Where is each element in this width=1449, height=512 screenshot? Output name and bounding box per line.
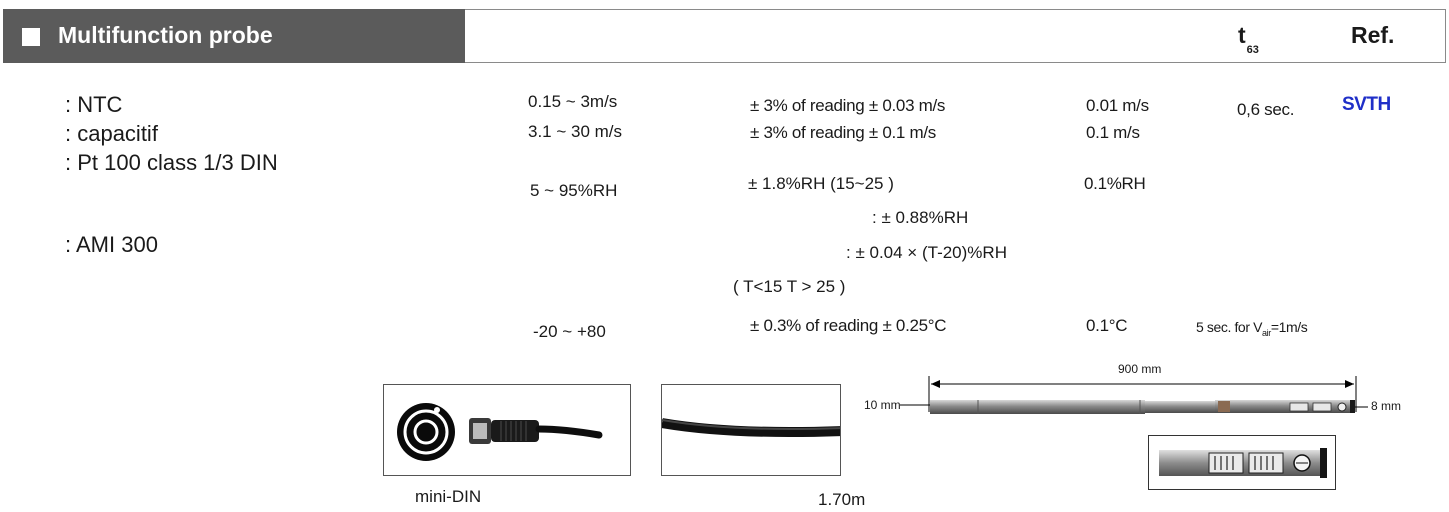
probe-length-label: 900 mm (1118, 362, 1162, 376)
probe-drawing (900, 376, 1368, 414)
probe-detail-photo (1148, 435, 1336, 490)
sensor-temperature: : Pt 100 class 1/3 DIN (65, 150, 278, 175)
probe-tip-icon (1159, 448, 1327, 478)
section-title: Multifunction probe (58, 22, 273, 48)
header-title-bar (3, 9, 465, 63)
connector-caption: mini-DIN (415, 487, 482, 506)
cable-icon (662, 418, 840, 437)
column-header-response-time: t63 (1238, 22, 1259, 56)
humidity-accuracy-line4: ( T<15 T > 25 ) (733, 277, 846, 296)
reference-code: SVTH (1342, 94, 1391, 115)
velocity-range-low: 0.15 ~ 3m/s (528, 92, 618, 111)
temperature-response-time: 5 sec. for Vair=1m/s (1196, 319, 1308, 338)
velocity-resolution-low: 0.01 m/s (1086, 96, 1149, 115)
temperature-range: -20 ~ +80 (533, 322, 606, 341)
velocity-response-time: 0,6 sec. (1237, 100, 1295, 119)
mini-din-connector-icon (397, 403, 603, 461)
cable-length-caption: 1.70m (818, 490, 866, 509)
humidity-range: 5 ~ 95%RH (530, 181, 618, 200)
temperature-accuracy: ± 0.3% of reading ± 0.25°C (750, 316, 947, 335)
probe-diameter-left: 10 mm (864, 398, 901, 412)
velocity-accuracy-high: ± 3% of reading ± 0.1 m/s (750, 123, 936, 142)
velocity-resolution-high: 0.1 m/s (1086, 123, 1140, 142)
probe-diameter-right: 8 mm (1371, 399, 1401, 413)
column-header-reference: Ref. (1351, 22, 1395, 48)
velocity-range-high: 3.1 ~ 30 m/s (528, 122, 623, 141)
humidity-accuracy-line3: : ± 0.04 × (T-20)%RH (846, 243, 1007, 262)
humidity-accuracy: ± 1.8%RH (15~25 ) (748, 174, 894, 193)
humidity-accuracy-line2: : ± 0.88%RH (872, 208, 969, 227)
temperature-resolution: 0.1°C (1086, 316, 1128, 335)
sensor-velocity: : NTC (65, 92, 123, 117)
header-columns-bar (465, 9, 1446, 63)
sensor-humidity: : capacitif (65, 121, 158, 146)
sensor-interface: : AMI 300 (65, 232, 158, 257)
bullet-square-icon (22, 28, 40, 46)
velocity-accuracy-low: ± 3% of reading ± 0.03 m/s (750, 96, 946, 115)
humidity-resolution: 0.1%RH (1084, 174, 1146, 193)
connector-photo (383, 384, 631, 476)
cable-photo (661, 384, 841, 476)
